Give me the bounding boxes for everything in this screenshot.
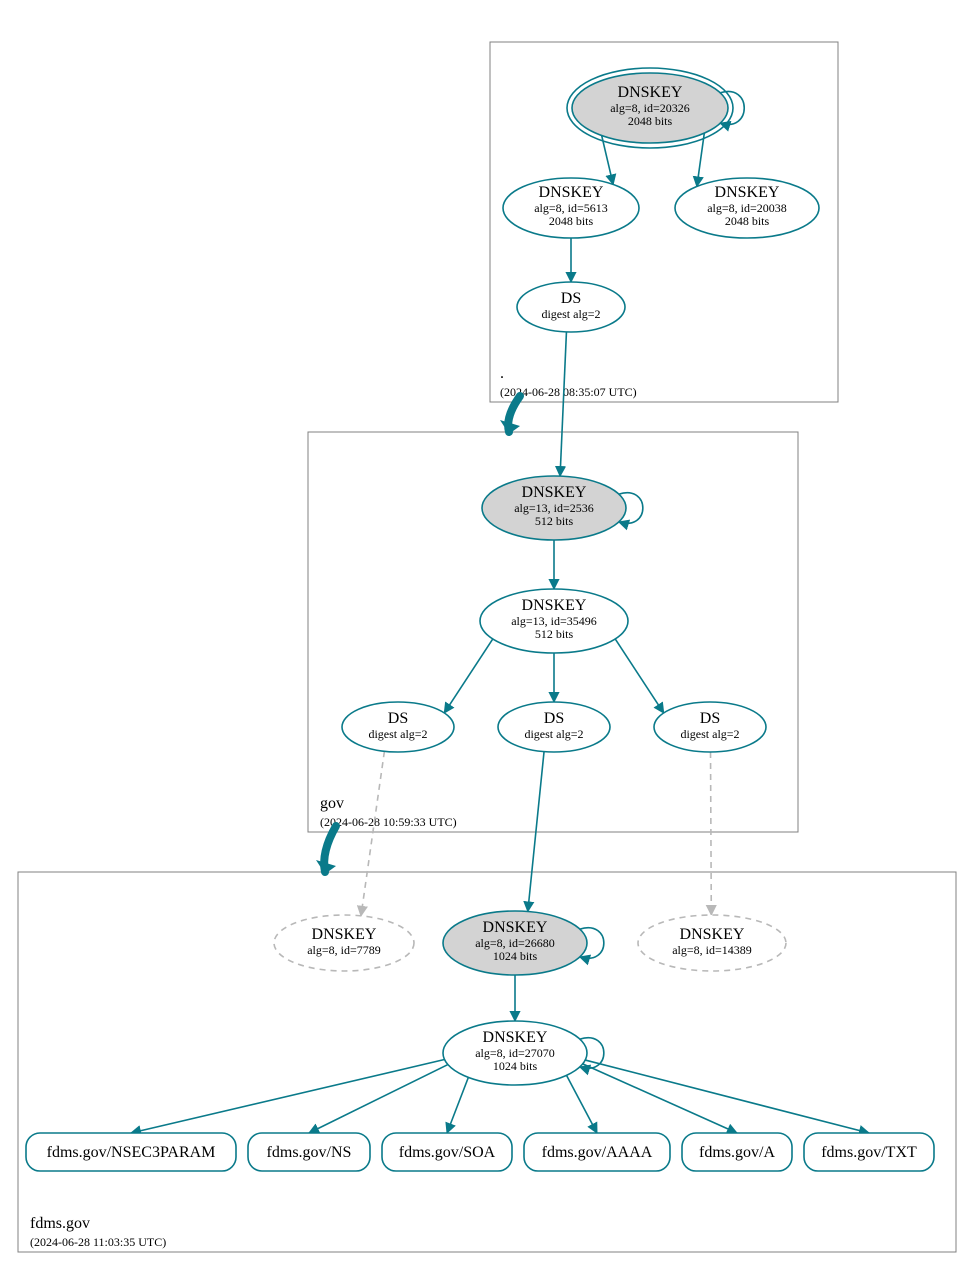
node-gov_ds3-line1: digest alg=2	[680, 727, 739, 741]
edge	[447, 1077, 468, 1133]
edge	[711, 752, 712, 915]
node-fdms_ksk-line2: 1024 bits	[493, 949, 538, 963]
zone-gov-title: gov	[320, 795, 344, 812]
zone-root-title: .	[500, 365, 504, 382]
node-fdms_k3-line0: DNSKEY	[680, 926, 745, 943]
node-gov_zsk-line0: DNSKEY	[522, 597, 587, 614]
rrset-rr_nsec3-label: fdms.gov/NSEC3PARAM	[47, 1144, 216, 1161]
node-gov_ksk-line0: DNSKEY	[522, 484, 587, 501]
node-root_ksk-line1: alg=8, id=20326	[610, 101, 690, 115]
node-root_ksk: DNSKEYalg=8, id=203262048 bits	[567, 68, 744, 148]
rrsets: fdms.gov/NSEC3PARAM fdms.gov/NS fdms.gov/S…	[26, 1133, 934, 1171]
node-gov_ds2-line0: DS	[544, 710, 564, 727]
rrset-rr_ns: fdms.gov/NS	[248, 1133, 370, 1171]
edge	[444, 639, 492, 713]
node-fdms_zsk-line2: 1024 bits	[493, 1059, 538, 1073]
edge	[361, 751, 384, 916]
rrset-rr_aaaa-label: fdms.gov/AAAA	[542, 1144, 653, 1161]
node-gov_ds3: DSdigest alg=2	[654, 702, 766, 752]
node-root_zsk1-line0: DNSKEY	[539, 184, 604, 201]
rrset-rr_ns-label: fdms.gov/NS	[267, 1144, 352, 1161]
rrset-rr_aaaa: fdms.gov/AAAA	[524, 1133, 670, 1171]
edge	[560, 332, 566, 476]
delegation-arrow	[316, 826, 336, 874]
node-gov_ds1-line0: DS	[388, 710, 408, 727]
rrset-rr_nsec3: fdms.gov/NSEC3PARAM	[26, 1133, 236, 1171]
rrset-rr_soa-label: fdms.gov/SOA	[399, 1144, 496, 1161]
node-fdms_k1: DNSKEYalg=8, id=7789	[274, 915, 414, 971]
node-gov_zsk: DNSKEYalg=13, id=35496512 bits	[480, 589, 628, 653]
node-root_zsk2-line2: 2048 bits	[725, 214, 770, 228]
edge	[583, 1064, 737, 1133]
rrset-rr_a-label: fdms.gov/A	[699, 1144, 775, 1161]
nodes: DNSKEYalg=8, id=203262048 bitsDNSKEYalg=…	[274, 68, 819, 1085]
node-fdms_zsk-line1: alg=8, id=27070	[475, 1046, 555, 1060]
node-gov_ds3-line0: DS	[700, 710, 720, 727]
node-fdms_zsk-line0: DNSKEY	[483, 1029, 548, 1046]
node-gov_ksk-line2: 512 bits	[535, 514, 574, 528]
node-root_ds: DSdigest alg=2	[517, 282, 625, 332]
node-root_zsk1: DNSKEYalg=8, id=56132048 bits	[503, 178, 639, 238]
edge	[567, 1075, 597, 1133]
zone-fdms-timestamp: (2024-06-28 11:03:35 UTC)	[30, 1235, 166, 1249]
diagram-root: .(2024-06-28 08:35:07 UTC)gov(2024-06-28…	[0, 0, 973, 1278]
edge	[131, 1060, 445, 1133]
rrset-rr_txt: fdms.gov/TXT	[804, 1133, 934, 1171]
node-root_ds-line0: DS	[561, 290, 581, 307]
node-fdms_ksk: DNSKEYalg=8, id=266801024 bits	[443, 911, 604, 975]
node-gov_zsk-line1: alg=13, id=35496	[511, 614, 597, 628]
zone-gov-timestamp: (2024-06-28 10:59:33 UTC)	[320, 815, 457, 829]
rrset-rr_txt-label: fdms.gov/TXT	[821, 1144, 917, 1161]
node-gov_ds1: DSdigest alg=2	[342, 702, 454, 752]
zone-fdms-title: fdms.gov	[30, 1215, 90, 1232]
node-root_zsk2-line1: alg=8, id=20038	[707, 201, 787, 215]
node-gov_zsk-line2: 512 bits	[535, 627, 574, 641]
node-fdms_k1-line1: alg=8, id=7789	[307, 943, 381, 957]
node-gov_ksk-line1: alg=13, id=2536	[514, 501, 594, 515]
node-root_ksk-line0: DNSKEY	[618, 84, 683, 101]
node-fdms_k1-line0: DNSKEY	[312, 926, 377, 943]
node-root_zsk2-line0: DNSKEY	[715, 184, 780, 201]
node-fdms_k3: DNSKEYalg=8, id=14389	[638, 915, 786, 971]
node-root_ds-line1: digest alg=2	[541, 307, 600, 321]
node-fdms_k3-line1: alg=8, id=14389	[672, 943, 752, 957]
node-fdms_zsk: DNSKEYalg=8, id=270701024 bits	[443, 1021, 604, 1085]
node-root_zsk2: DNSKEYalg=8, id=200382048 bits	[675, 178, 819, 238]
node-fdms_ksk-line1: alg=8, id=26680	[475, 936, 555, 950]
node-root_zsk1-line2: 2048 bits	[549, 214, 594, 228]
node-root_zsk1-line1: alg=8, id=5613	[534, 201, 608, 215]
edge	[615, 639, 663, 713]
node-root_ksk-line2: 2048 bits	[628, 114, 673, 128]
node-gov_ds1-line1: digest alg=2	[368, 727, 427, 741]
edge	[585, 1060, 869, 1133]
dnssec-diagram: .(2024-06-28 08:35:07 UTC)gov(2024-06-28…	[0, 0, 973, 1278]
rrset-rr_soa: fdms.gov/SOA	[382, 1133, 512, 1171]
node-gov_ds2-line1: digest alg=2	[524, 727, 583, 741]
node-gov_ksk: DNSKEYalg=13, id=2536512 bits	[482, 476, 643, 540]
node-gov_ds2: DSdigest alg=2	[498, 702, 610, 752]
node-fdms_ksk-line0: DNSKEY	[483, 919, 548, 936]
rrset-rr_a: fdms.gov/A	[682, 1133, 792, 1171]
